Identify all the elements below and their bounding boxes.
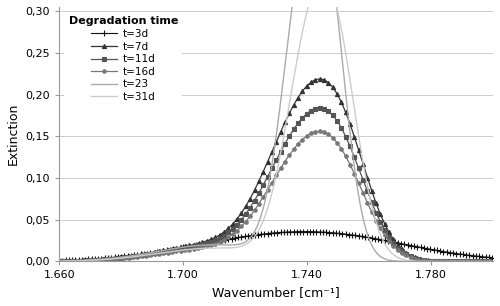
Y-axis label: Extinction: Extinction — [7, 103, 20, 166]
t=11d — [78, 259, 84, 263]
Line: t=16d: t=16d — [58, 130, 495, 263]
t=23 — [490, 259, 496, 263]
t=7d — [316, 77, 322, 81]
Line: t=7d: t=7d — [57, 77, 495, 263]
t=11d — [398, 249, 404, 252]
t=7d — [490, 259, 496, 263]
t=11d — [316, 106, 322, 110]
t=16d — [478, 259, 484, 263]
t=3d — [56, 259, 62, 263]
t=7d — [56, 259, 62, 263]
t=16d — [56, 259, 62, 263]
t=31d — [478, 259, 484, 263]
t=31d — [256, 229, 262, 232]
Line: t=31d: t=31d — [59, 0, 493, 261]
Line: t=11d: t=11d — [58, 106, 495, 263]
t=23 — [267, 174, 273, 177]
t=16d — [490, 259, 496, 263]
t=7d — [398, 247, 404, 250]
t=3d — [267, 231, 273, 235]
Line: t=23: t=23 — [59, 0, 493, 261]
t=23 — [78, 259, 84, 262]
t=16d — [256, 202, 262, 206]
Legend: t=3d, t=7d, t=11d, t=16d, t=23, t=31d: t=3d, t=7d, t=11d, t=16d, t=23, t=31d — [64, 12, 182, 106]
t=11d — [490, 259, 496, 263]
t=11d — [256, 192, 262, 195]
t=23 — [478, 259, 484, 263]
t=23 — [56, 259, 62, 263]
t=7d — [478, 259, 484, 263]
t=3d — [78, 258, 84, 262]
X-axis label: Wavenumber [cm⁻¹]: Wavenumber [cm⁻¹] — [212, 286, 340, 299]
t=7d — [267, 154, 273, 158]
t=3d — [490, 256, 496, 259]
t=31d — [56, 259, 62, 263]
t=3d — [478, 255, 484, 258]
t=3d — [256, 233, 262, 237]
t=23 — [256, 221, 262, 225]
t=31d — [267, 198, 273, 202]
t=31d — [490, 259, 496, 263]
t=31d — [478, 259, 484, 263]
t=3d — [478, 255, 484, 258]
t=16d — [267, 184, 273, 187]
t=16d — [478, 259, 484, 263]
t=7d — [78, 259, 84, 262]
t=7d — [256, 180, 262, 184]
t=31d — [398, 257, 404, 261]
t=11d — [478, 259, 484, 263]
t=3d — [398, 242, 404, 245]
t=11d — [267, 170, 273, 174]
t=16d — [78, 259, 84, 263]
t=11d — [478, 259, 484, 263]
t=16d — [398, 251, 404, 254]
t=7d — [478, 259, 484, 263]
t=11d — [56, 259, 62, 263]
t=23 — [478, 259, 484, 263]
t=3d — [302, 230, 308, 233]
t=31d — [78, 259, 84, 263]
t=16d — [316, 129, 322, 133]
t=23 — [398, 259, 404, 263]
Line: t=3d: t=3d — [56, 229, 496, 263]
